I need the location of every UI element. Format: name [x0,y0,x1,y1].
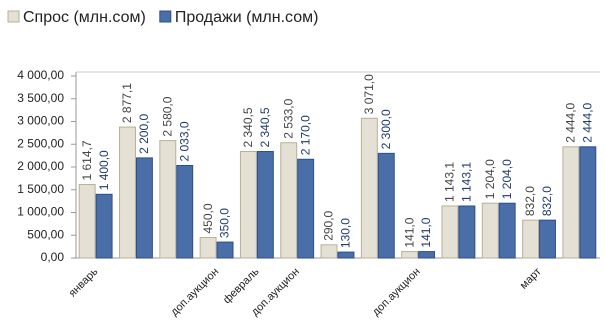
bar [498,202,516,259]
bar [297,158,315,259]
bar [481,202,499,259]
y-tick-label: 1 500,00 [17,182,64,196]
bar [320,244,338,259]
data-label: 1 400,0 [97,150,111,190]
bar [199,237,217,259]
data-label: 832,0 [540,186,554,216]
data-label: 1 204,0 [500,159,514,199]
bar [119,126,136,259]
data-label: 2 877,1 [120,83,134,123]
bar [256,151,274,259]
y-tick-label: 500,00 [27,227,64,241]
bar [522,219,540,259]
data-label: 1 614,7 [80,140,94,180]
data-label: 2 300,0 [379,109,393,149]
bar [579,146,597,259]
bar [539,219,556,259]
data-label: 290,0 [322,210,336,240]
legend-label: Спрос (млн.сом) [23,9,146,26]
data-label: 2 033,0 [177,121,191,161]
bar [458,205,476,259]
data-label: 141,0 [402,217,416,247]
data-label: 2 340,5 [258,107,272,147]
y-tick-label: 3 000,00 [17,114,64,128]
bar [135,157,153,259]
data-label: 2 200,0 [137,114,151,154]
data-label: 3 071,0 [362,74,376,114]
y-tick-label: 2 000,00 [17,159,64,173]
x-tick-label: январь [67,266,101,300]
bar [239,151,257,259]
data-label: 350,0 [218,208,232,238]
bar [176,164,194,259]
bar [159,140,177,259]
bar [401,251,419,259]
y-tick-label: 3 500,00 [17,91,64,105]
bar [562,146,580,259]
data-label: 2 444,0 [580,102,594,142]
x-tick-label: доп.аукцион [169,266,222,319]
data-label: 832,0 [523,186,537,216]
y-tick-label: 1 000,00 [17,205,64,219]
bar [78,184,96,259]
bar [216,241,234,259]
legend-swatch [7,10,20,23]
data-label: 1 204,0 [483,159,497,199]
x-tick-label: доп.аукцион [370,266,423,319]
bar [95,193,113,259]
data-label: 130,0 [339,218,353,248]
data-label: 2 580,0 [160,96,174,136]
data-label: 2 533,0 [281,98,295,138]
x-tick-label: февраль [221,266,262,307]
data-label: 2 170,0 [298,115,312,155]
data-label: 141,0 [419,217,433,247]
data-label: 1 143,1 [443,162,457,202]
bar [441,205,459,259]
x-tick-label: март [518,266,544,292]
bar [280,142,298,259]
bar [337,251,355,259]
data-label: 1 143,1 [460,162,474,202]
bar [418,251,436,259]
y-tick-label: 0,00 [41,250,65,264]
bar [360,117,378,259]
legend-swatch [159,10,172,23]
y-tick-label: 2 500,00 [17,136,64,150]
data-label: 2 444,0 [564,102,578,142]
legend-label: Продажи (млн.сом) [175,9,319,26]
data-label: 2 340,5 [241,107,255,147]
y-tick-label: 4 000,00 [17,68,64,82]
bar [377,152,395,259]
data-label: 450,0 [201,203,215,233]
